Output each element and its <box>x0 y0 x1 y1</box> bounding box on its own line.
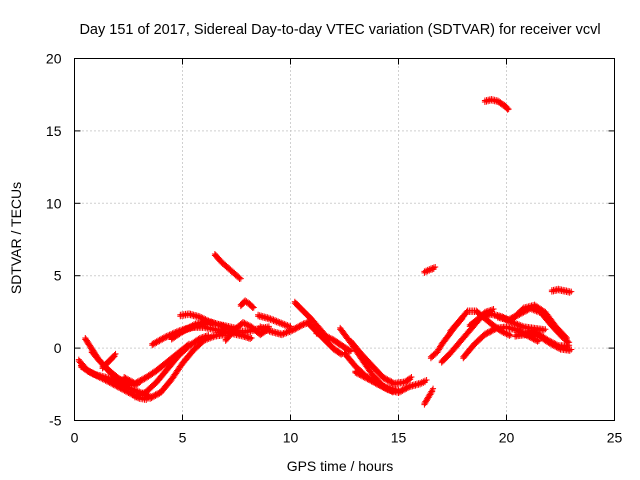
plot-area-frame <box>74 58 615 421</box>
y-tick-label: -5 <box>49 413 62 429</box>
data-point <box>237 275 244 282</box>
data-point <box>563 334 570 341</box>
series-track-15 <box>211 250 244 282</box>
x-tick-label: 25 <box>607 430 623 446</box>
data-point <box>505 106 512 113</box>
data-point <box>534 338 541 345</box>
data-points <box>75 96 575 408</box>
series-track-34 <box>509 301 570 342</box>
data-point <box>566 342 573 349</box>
axis-ticks: 0 5 10 15 20 25 -5 0 5 10 15 20 <box>46 51 623 446</box>
data-point <box>506 332 513 339</box>
series-track-23 <box>347 337 415 388</box>
x-tick-label: 5 <box>179 430 187 446</box>
data-point <box>347 347 354 354</box>
data-point <box>430 385 437 392</box>
y-axis-label: SDTVAR / TECUs <box>8 182 24 294</box>
grid-lines <box>74 58 615 421</box>
data-point <box>568 346 575 353</box>
series-track-13 <box>222 319 272 344</box>
data-point <box>408 374 415 381</box>
data-point <box>110 354 117 361</box>
chart-title: Day 151 of 2017, Sidereal Day-to-day VTE… <box>79 22 600 38</box>
y-tick-label: 5 <box>54 268 62 284</box>
y-tick-label: 20 <box>46 51 62 67</box>
y-tick-label: 0 <box>54 340 62 356</box>
series-track-14 <box>237 297 257 311</box>
data-point <box>112 350 119 357</box>
series-track-36 <box>525 327 575 354</box>
x-tick-label: 15 <box>391 430 407 446</box>
series-track-38 <box>481 96 512 113</box>
x-tick-label: 0 <box>71 430 79 446</box>
data-point <box>338 351 345 358</box>
y-tick-label: 10 <box>46 195 62 211</box>
y-tick-label: 15 <box>46 123 62 139</box>
x-axis-label: GPS time / hours <box>287 458 394 474</box>
data-point <box>542 326 549 333</box>
x-tick-label: 10 <box>283 430 299 446</box>
data-point <box>463 310 470 317</box>
data-point <box>432 264 439 271</box>
series-track-30 <box>447 307 514 339</box>
data-point <box>490 306 497 313</box>
data-point <box>111 353 118 360</box>
data-point <box>429 388 436 395</box>
x-tick-label: 20 <box>499 430 515 446</box>
data-point <box>568 288 575 295</box>
series-track-25 <box>395 376 430 397</box>
series-track-05 <box>99 350 119 372</box>
series-track-37 <box>548 285 575 296</box>
data-point <box>250 304 257 311</box>
series-track-27 <box>421 264 439 276</box>
data-point <box>346 348 353 355</box>
data-point <box>428 390 435 397</box>
series-track-20 <box>313 329 354 355</box>
data-point <box>423 376 430 383</box>
data-point <box>247 335 254 342</box>
data-point <box>248 334 255 341</box>
series-track-08 <box>147 330 229 402</box>
series-track-26 <box>421 385 437 408</box>
